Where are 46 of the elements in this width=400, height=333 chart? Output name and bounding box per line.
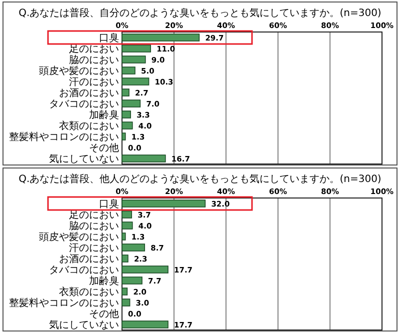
y-tick-label: 気にしていない [49,320,119,332]
y-tick-label: 脇のにおい [69,54,119,66]
y-tick-label: お酒のにおい [59,87,119,100]
y-tick-label: 衣類のにおい [59,120,119,132]
bar [122,320,168,328]
bar [122,100,141,108]
y-tick-label: 整髪料やコロンのにおい [9,297,119,310]
chart-title: Q.あなたは普段、自分のどのような臭いをもっとも気にしていますか。(n=300) [18,7,382,19]
y-tick-label: タバコのにおい [49,99,119,110]
bar [122,66,136,74]
y-tick-label: 加齢臭 [89,109,119,122]
bar [122,122,133,130]
bar [122,210,132,218]
bar [122,78,150,86]
bar [122,254,128,262]
y-tick-label: 頭皮や髪のにおい [39,65,119,78]
chart-title: Q.あなたは普段、他人のどのような臭いをもっとも気にしていますか。(n=300) [18,173,382,185]
bar [122,110,131,118]
bar [122,56,146,64]
bar [122,34,200,42]
bar [122,222,133,230]
bar [122,154,166,162]
y-tick-label: タバコのにおい [49,265,119,276]
y-tick-label: お酒のにおい [59,253,119,266]
bar [122,298,130,306]
bar [122,276,142,284]
y-tick-label: 衣類のにおい [59,286,119,298]
y-tick-label: 脇のにおい [69,220,119,232]
y-tick-label: 口臭 [99,198,119,210]
y-tick-label: 加齢臭 [89,275,119,288]
y-tick-label: 頭皮や髪のにおい [39,231,119,244]
bar [122,132,126,140]
y-tick-label: 汗のにおい [69,76,119,88]
y-tick-label: その他 [89,142,119,154]
bar [122,232,126,240]
bar [122,200,206,208]
bar [122,288,128,296]
bar [122,88,130,96]
y-tick-label: 口臭 [99,32,119,44]
y-tick-label: その他 [89,308,119,320]
y-tick-label: 整髪料やコロンのにおい [9,131,119,144]
y-tick-label: 気にしていない [49,154,119,166]
bar [122,266,168,274]
bar [122,244,146,252]
bar [122,44,151,52]
y-tick-label: 汗のにおい [69,242,119,254]
